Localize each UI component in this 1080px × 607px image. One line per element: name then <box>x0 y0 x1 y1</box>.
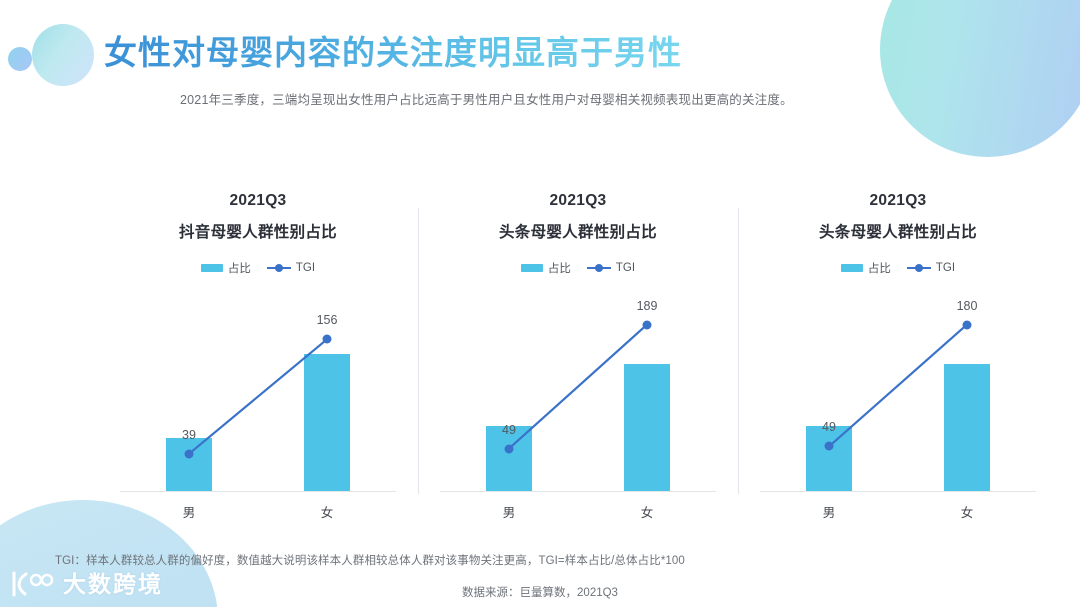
chart-title-period: 2021Q3 <box>869 192 927 209</box>
tgi-point-男[interactable] <box>504 444 514 454</box>
plot-area: 49 180 <box>760 292 1036 492</box>
legend-item[interactable]: 占比 <box>200 260 251 276</box>
tgi-value-label: 49 <box>502 422 516 437</box>
tgi-point-女[interactable] <box>322 334 332 344</box>
x-axis-tick-labels: 男女 <box>760 502 1036 522</box>
legend-label: 占比 <box>867 263 891 275</box>
line-marker-icon <box>906 263 931 273</box>
legend-label: TGI <box>295 262 316 274</box>
plot-area: 39 156 <box>120 292 396 492</box>
legend-label: 占比 <box>547 263 571 275</box>
tgi-point-男[interactable] <box>184 449 194 459</box>
bar-女[interactable] <box>944 363 990 491</box>
legend-label: TGI <box>935 262 956 274</box>
bar-swatch-icon <box>520 264 543 272</box>
chart-panel: 2021Q3 抖音母婴人群性别占比 占比 TGI 39 156 男女 <box>98 190 418 520</box>
decorative-circle-title-small <box>8 47 32 71</box>
x-axis-tick-label: 男 <box>502 506 516 520</box>
decorative-circle-top-right <box>880 0 1080 157</box>
tgi-line <box>188 338 328 455</box>
tgi-point-女[interactable] <box>962 320 972 330</box>
x-axis-tick-label: 男 <box>822 506 836 520</box>
bar-女[interactable] <box>304 354 350 491</box>
panel-divider <box>738 208 739 494</box>
line-marker-icon <box>586 263 611 273</box>
legend-item[interactable]: TGI <box>586 262 636 274</box>
charts-row: 2021Q3 抖音母婴人群性别占比 占比 TGI 39 156 男女 2021Q3 头条母婴人群… <box>0 190 1080 520</box>
tgi-value-label: 156 <box>316 313 338 328</box>
legend-item[interactable]: TGI <box>266 262 316 274</box>
chart-title-subject: 头条母婴人群性别占比 <box>498 224 657 241</box>
watermark-logo: 大数跨境 <box>10 570 163 598</box>
page-subtitle: 2021年三季度，三端均呈现出女性用户占比远高于男性用户且女性用户对母婴相关视频… <box>180 93 793 107</box>
x-axis-tick-label: 女 <box>960 506 974 520</box>
legend-item[interactable]: 占比 <box>840 260 891 276</box>
bar-swatch-icon <box>840 264 863 272</box>
chart-legend: 占比 TGI <box>738 260 1058 276</box>
chart-title-subject: 头条母婴人群性别占比 <box>818 224 977 241</box>
x-axis-line <box>760 491 1036 492</box>
tgi-value-label: 180 <box>956 298 978 313</box>
x-axis-tick-labels: 男女 <box>440 502 716 522</box>
tgi-footnote: TGI：样本人群较总人群的偏好度，数值越大说明该样本人群相较总体人群对该事物关注… <box>55 555 685 567</box>
bar-男[interactable] <box>166 437 212 491</box>
plot-area: 49 189 <box>440 292 716 492</box>
panel-divider <box>418 208 419 494</box>
x-axis-tick-label: 男 <box>182 506 196 520</box>
bar-男[interactable] <box>486 426 532 491</box>
legend-item[interactable]: 占比 <box>520 260 571 276</box>
chart-panel: 2021Q3 头条母婴人群性别占比 占比 TGI 49 189 男女 <box>418 190 738 520</box>
chart-title-period: 2021Q3 <box>549 192 607 209</box>
tgi-point-男[interactable] <box>824 441 834 451</box>
x-axis-line <box>440 491 716 492</box>
tgi-value-label: 189 <box>636 298 658 313</box>
chart-title-subject: 抖音母婴人群性别占比 <box>178 224 337 241</box>
chart-legend: 占比 TGI <box>98 260 418 276</box>
tgi-value-label: 39 <box>182 427 196 442</box>
tgi-value-label: 49 <box>822 420 836 435</box>
watermark-text: 大数跨境 <box>63 570 163 597</box>
bar-男[interactable] <box>806 426 852 491</box>
bar-swatch-icon <box>200 264 223 272</box>
data-source-note: 数据来源：巨量算数，2021Q3 <box>462 587 618 599</box>
tgi-line <box>828 323 968 448</box>
chart-panel: 2021Q3 头条母婴人群性别占比 占比 TGI 49 180 男女 <box>738 190 1058 520</box>
page-title: 女性对母婴内容的关注度明显高于男性 <box>104 26 682 74</box>
tgi-line <box>508 323 648 450</box>
legend-label: TGI <box>615 262 636 274</box>
legend-item[interactable]: TGI <box>906 262 956 274</box>
chart-legend: 占比 TGI <box>418 260 738 276</box>
brand-mark-icon <box>10 570 56 598</box>
bar-女[interactable] <box>624 363 670 491</box>
x-axis-line <box>120 491 396 492</box>
tgi-point-女[interactable] <box>642 320 652 330</box>
decorative-circle-title-large <box>32 24 94 86</box>
line-marker-icon <box>266 263 291 273</box>
x-axis-tick-labels: 男女 <box>120 502 396 522</box>
x-axis-tick-label: 女 <box>320 506 334 520</box>
chart-title-period: 2021Q3 <box>229 192 287 209</box>
x-axis-tick-label: 女 <box>640 506 654 520</box>
legend-label: 占比 <box>227 263 251 275</box>
